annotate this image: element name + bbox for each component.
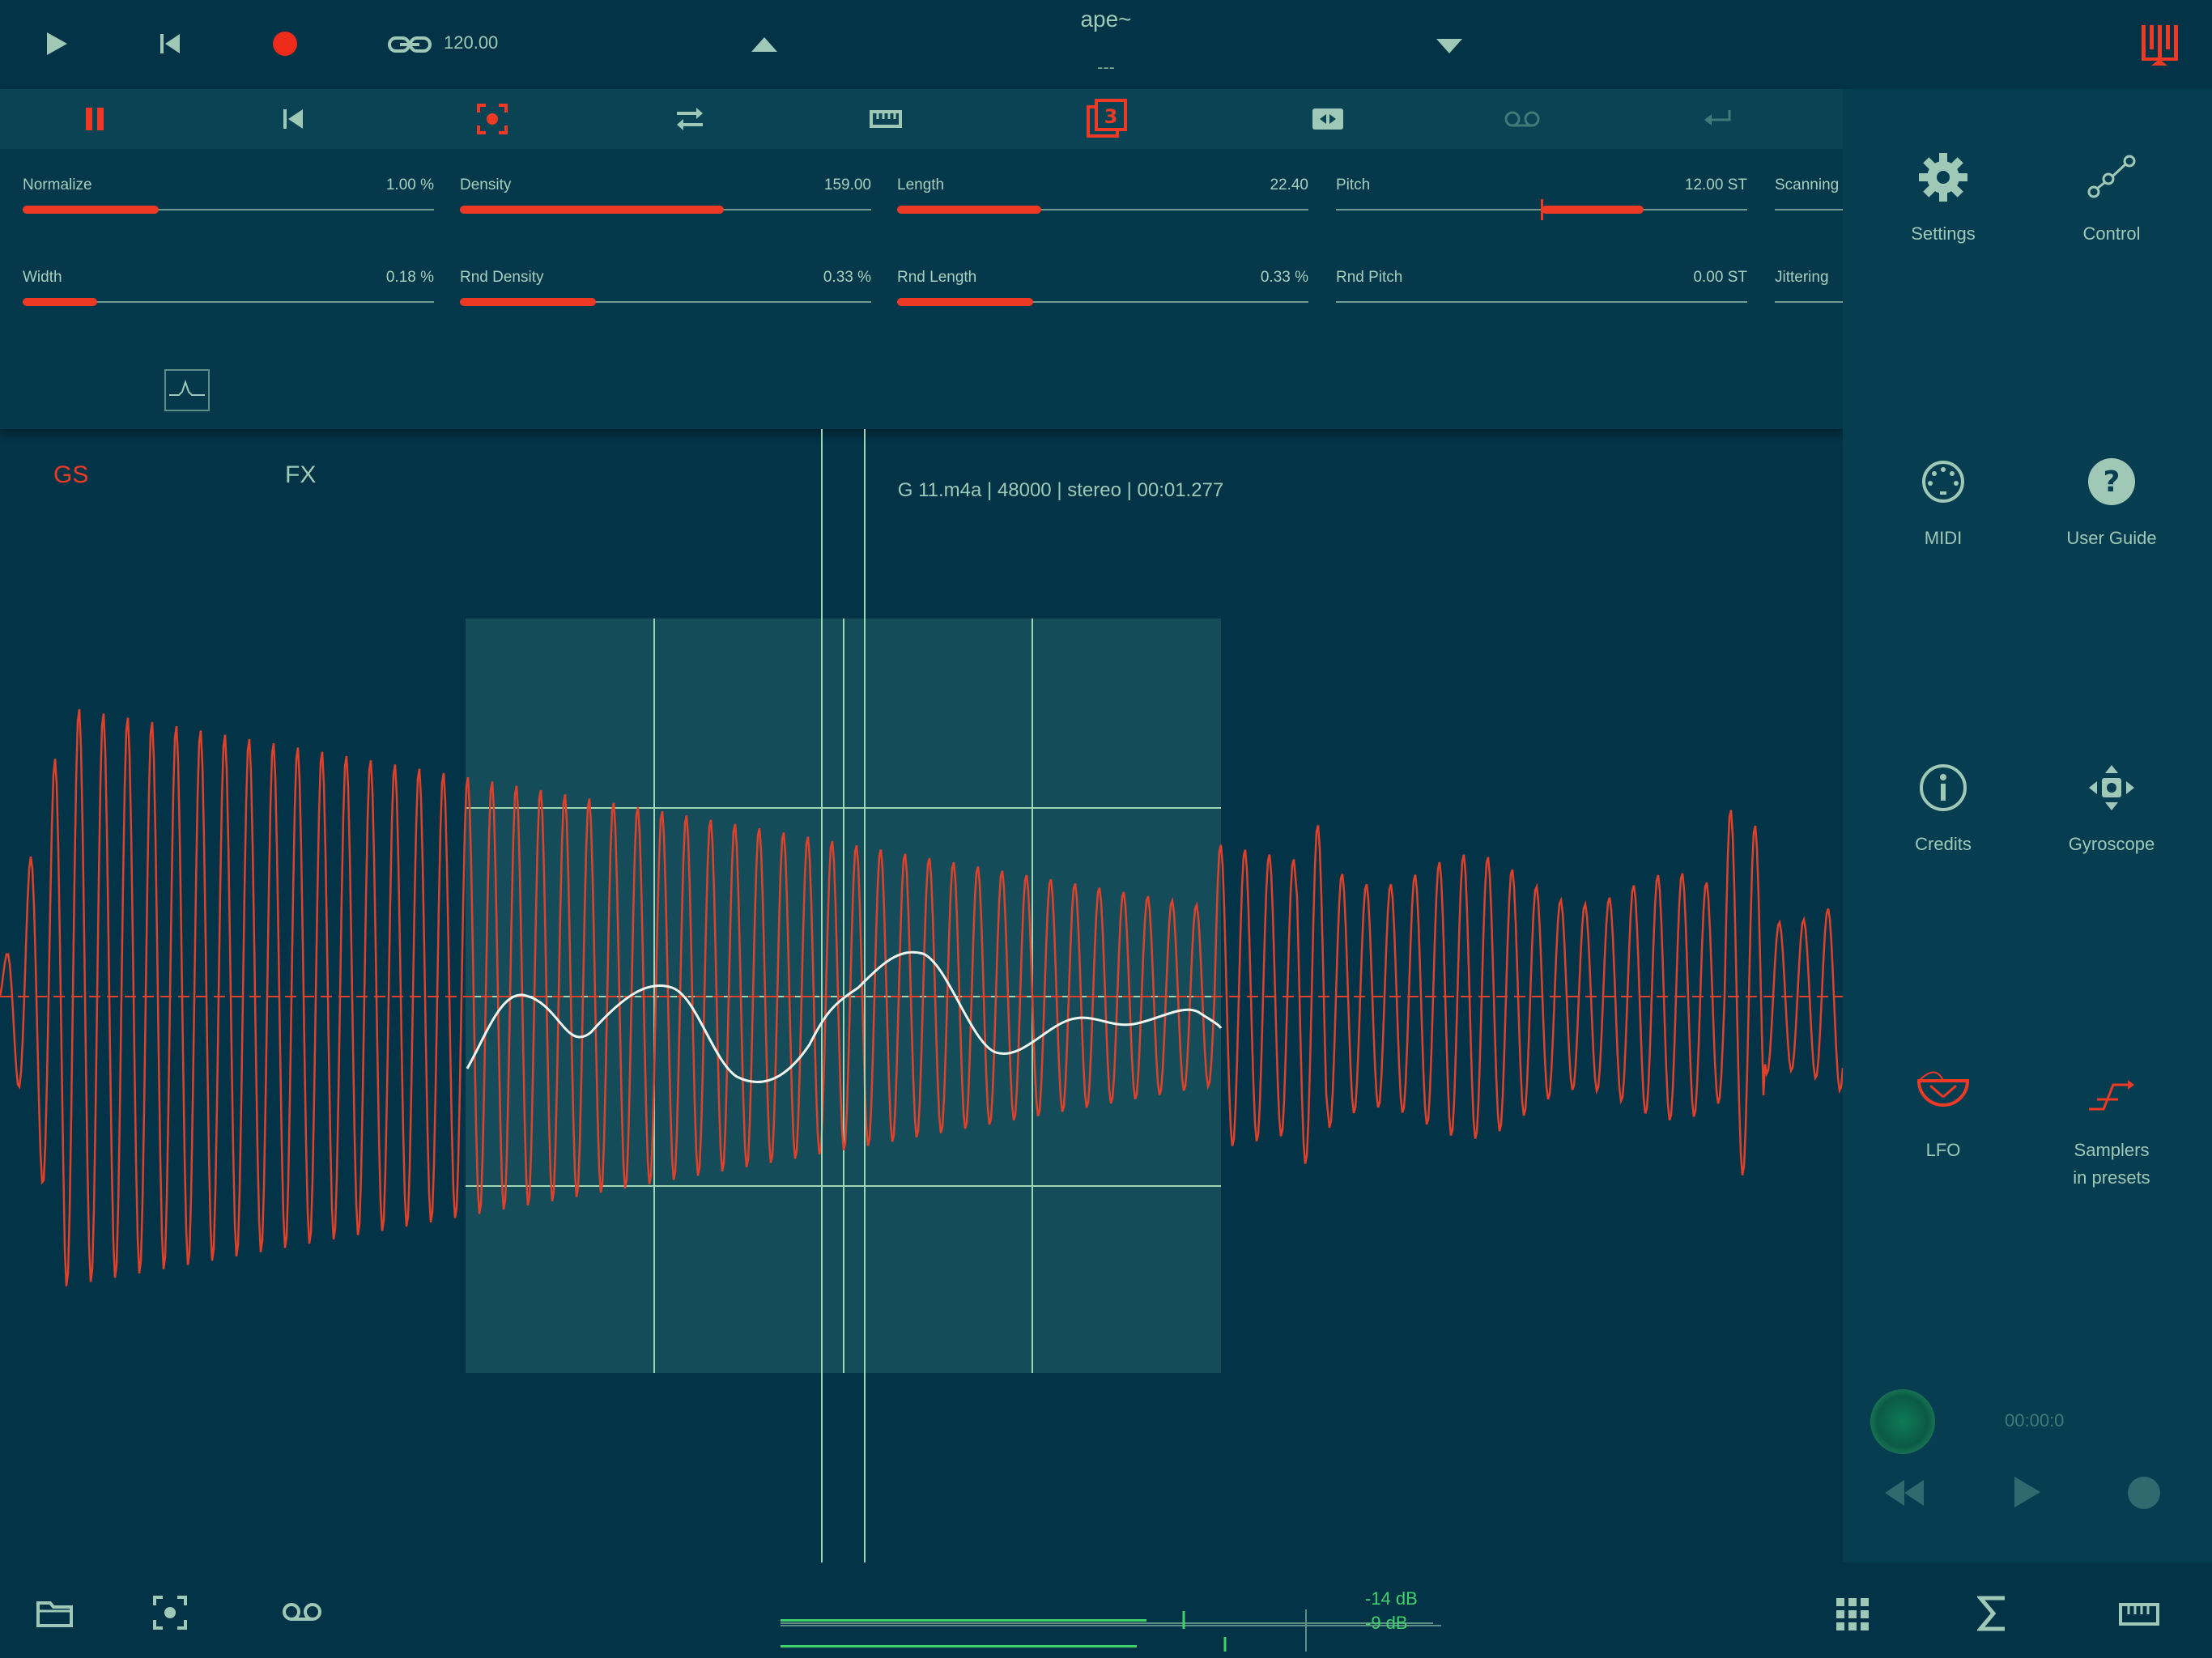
focus-icon[interactable] (152, 1595, 188, 1635)
slider-fill (460, 206, 724, 214)
gear-icon (1854, 141, 2032, 214)
link-icon[interactable] (385, 31, 434, 58)
menu-settings[interactable]: Settings (1854, 141, 2032, 248)
keyboard-ruler-icon[interactable] (2118, 1601, 2160, 1631)
waveform-icon (169, 379, 205, 396)
menu-gyroscope[interactable]: Gyroscope (2023, 751, 2201, 858)
camera-swap-icon[interactable] (1279, 89, 1376, 149)
top-bar: 120.00 ape~ --- (0, 0, 2212, 89)
param-scanning[interactable]: Scanning (1775, 176, 1843, 225)
menu-samplers-in-presets[interactable]: Samplers in presets (2023, 1057, 2201, 1192)
slider-fill (897, 206, 1041, 214)
nodes-icon (2023, 141, 2201, 214)
ruler-icon[interactable] (837, 89, 934, 149)
tab-gs[interactable]: GS (53, 461, 89, 488)
waveform-canvas[interactable] (0, 429, 1843, 1562)
grid-icon[interactable] (1835, 1596, 1870, 1636)
granular-panel: 3 Normalize 1.00 % Density 159.00 Length 22… (0, 89, 1843, 501)
preset-up-icon[interactable] (748, 32, 781, 57)
preset-title: ape~ (1080, 6, 1132, 32)
menu-lfo[interactable]: LFO (1854, 1057, 2032, 1164)
file-info: G 11.m4a | 48000 | stereo | 00:01.277 (897, 479, 1224, 501)
slider-fill (23, 298, 97, 306)
sigma-icon[interactable] (1976, 1595, 2010, 1636)
gyroscope-icon (2023, 751, 2201, 824)
recorder-play-icon[interactable] (2011, 1473, 2044, 1515)
side-menu: Settings Control MIDI ? User Guide Credi… (1843, 89, 2212, 1562)
grain-envelope (466, 950, 1223, 1083)
swap-icon[interactable] (641, 89, 738, 149)
param-width[interactable]: Width 0.18 % (23, 269, 434, 317)
menu-control[interactable]: Control (2023, 141, 2201, 248)
focus-target-icon[interactable] (444, 89, 541, 149)
preset-down-icon[interactable] (1433, 34, 1465, 58)
rewind-start-icon[interactable] (154, 28, 186, 60)
bottom-bar: -14 dB -9 dB (0, 1562, 2212, 1658)
param-length[interactable]: Length 22.40 (897, 176, 1308, 225)
layers-3-icon[interactable]: 3 (1058, 89, 1155, 149)
return-icon[interactable] (1670, 89, 1767, 149)
info-icon (1854, 751, 2032, 824)
samplers-icon (2023, 1057, 2201, 1130)
meter-left-bar (781, 1619, 1146, 1622)
lfo-icon (1854, 1057, 2032, 1130)
rewind-icon[interactable] (1882, 1477, 1927, 1513)
slider-fill (23, 206, 159, 214)
menu-user-guide[interactable]: ? User Guide (2023, 445, 2201, 552)
slider-fill (460, 298, 596, 306)
restart-icon[interactable] (245, 89, 342, 149)
audio-waveform (0, 708, 1843, 1286)
folder-icon[interactable] (36, 1596, 74, 1633)
tape-recorder-icon[interactable] (282, 1601, 322, 1628)
param-pitch[interactable]: Pitch 12.00 ST (1336, 176, 1747, 225)
svg-text:3: 3 (1104, 105, 1118, 128)
param-normalize[interactable]: Normalize 1.00 % (23, 176, 434, 225)
midi-icon (1854, 445, 2032, 518)
menu-keys-icon[interactable] (2138, 21, 2183, 66)
pitch-center-marker (1541, 199, 1543, 220)
param-rnd-density[interactable]: Rnd Density 0.33 % (460, 269, 871, 317)
tempo-value[interactable]: 120.00 (444, 32, 499, 53)
slider-fill (897, 298, 1033, 306)
param-jittering[interactable]: Jittering (1775, 269, 1843, 317)
menu-midi[interactable]: MIDI (1854, 445, 2032, 552)
pause-icon[interactable] (46, 89, 143, 149)
meter-top-db: -14 dB (1365, 1588, 1418, 1609)
tab-fx[interactable]: FX (285, 461, 317, 488)
meter-bottom-db: -9 dB (1365, 1613, 1408, 1633)
level-meter (781, 1609, 1441, 1652)
menu-credits[interactable]: Credits (1854, 751, 2032, 858)
play-icon[interactable] (40, 28, 73, 60)
param-density[interactable]: Density 159.00 (460, 176, 871, 225)
recorder-record-icon[interactable] (2126, 1475, 2162, 1515)
param-rnd-length[interactable]: Rnd Length 0.33 % (897, 269, 1308, 317)
record-icon[interactable] (269, 28, 301, 60)
tab-waveform[interactable] (164, 369, 210, 411)
param-rnd-pitch[interactable]: Rnd Pitch 0.00 ST (1336, 269, 1747, 317)
tape-icon[interactable] (1474, 89, 1571, 149)
record-orb-button[interactable] (1870, 1389, 1935, 1454)
meter-right-bar (781, 1645, 1137, 1647)
preset-subtitle: --- (1097, 57, 1115, 77)
slider-fill (1542, 206, 1644, 214)
recorder-time: 00:00:0 (2005, 1410, 2065, 1431)
help-icon: ? (2023, 445, 2201, 518)
svg-text:?: ? (2104, 466, 2121, 499)
tool-row: 3 (0, 89, 1843, 149)
